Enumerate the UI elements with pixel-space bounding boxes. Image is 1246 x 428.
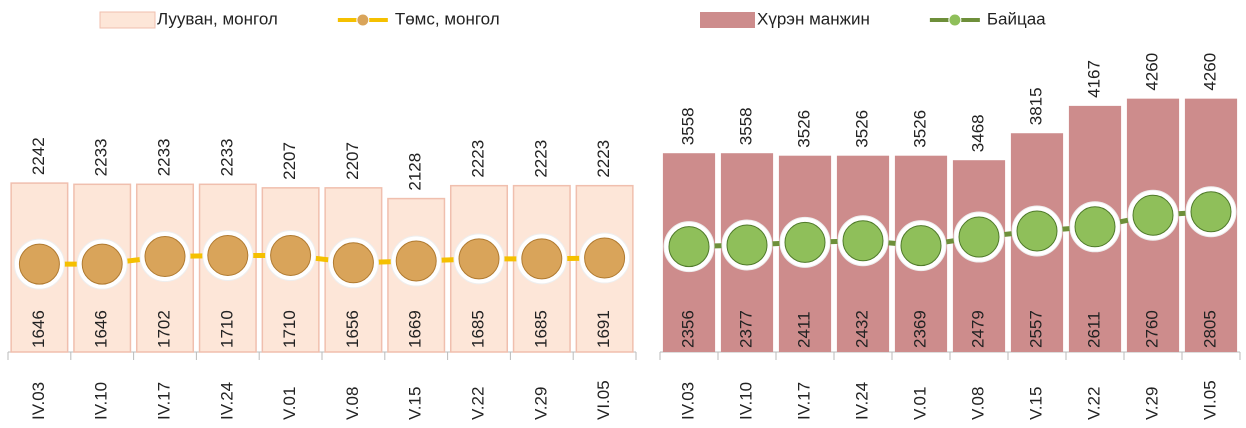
x-tick-label: V.22	[468, 387, 487, 420]
marker	[585, 238, 625, 278]
line-value-label: 2760	[1142, 310, 1161, 348]
x-tick-label: V.15	[1026, 387, 1045, 420]
x-tick-label: IV.24	[217, 382, 236, 420]
bar-value-label: 2233	[154, 138, 173, 176]
bar-value-label: 2223	[531, 140, 550, 178]
legend-swatch	[700, 12, 755, 28]
bar-value-label: 3558	[736, 107, 755, 145]
bar-value-label: 2207	[343, 142, 362, 180]
line-value-label: 1656	[343, 310, 362, 348]
line-value-label: 2411	[794, 311, 813, 348]
marker	[208, 235, 248, 275]
marker	[843, 221, 883, 261]
line-value-label: 1646	[29, 310, 48, 348]
line-value-label: 2557	[1026, 310, 1045, 348]
x-tick-label: IV.17	[794, 382, 813, 420]
x-tick-label: IV.03	[678, 382, 697, 420]
bar-value-label: 3558	[678, 107, 697, 145]
bar-value-label: 2128	[406, 153, 425, 191]
bar-value-label: 4260	[1200, 53, 1219, 91]
marker	[727, 225, 767, 265]
legend-label: Төмс, монгол	[395, 9, 500, 28]
x-tick-label: IV.10	[92, 382, 111, 420]
line-value-label: 1685	[468, 310, 487, 348]
marker	[901, 226, 941, 266]
x-tick-label: VI.05	[1200, 380, 1219, 420]
legend-icon	[949, 14, 961, 26]
legend-label: Хүрэн манжин	[757, 9, 870, 28]
x-tick-label: V.01	[910, 387, 929, 420]
x-tick-label: V.29	[1142, 387, 1161, 420]
marker	[1191, 192, 1231, 232]
legend-swatch	[100, 12, 155, 28]
line-value-label: 1702	[154, 310, 173, 348]
marker	[1075, 207, 1115, 247]
bar-value-label: 3526	[852, 110, 871, 148]
legend-icon	[357, 14, 369, 26]
line-value-label: 1646	[92, 310, 111, 348]
line-value-label: 1691	[594, 310, 613, 348]
marker	[19, 244, 59, 284]
x-tick-label: VI.05	[594, 380, 613, 420]
marker	[396, 241, 436, 281]
marker	[1017, 211, 1057, 251]
marker	[959, 217, 999, 257]
bar-value-label: 4167	[1084, 60, 1103, 98]
legend-label: Лууван, монгол	[157, 9, 278, 28]
marker	[271, 235, 311, 275]
line-value-label: 2432	[852, 310, 871, 348]
line-value-label: 1685	[531, 310, 550, 348]
bar-value-label: 2207	[280, 142, 299, 180]
line-value-label: 2369	[910, 310, 929, 348]
marker	[145, 237, 185, 277]
x-tick-label: V.08	[343, 387, 362, 420]
x-tick-label: V.22	[1084, 387, 1103, 420]
x-tick-label: V.01	[280, 387, 299, 420]
bar-value-label: 3526	[794, 110, 813, 148]
bar-value-label: 2223	[468, 140, 487, 178]
x-tick-label: IV.10	[736, 382, 755, 420]
line-value-label: 1710	[217, 310, 236, 348]
bar-value-label: 3526	[910, 110, 929, 148]
marker	[82, 244, 122, 284]
bar-value-label: 2223	[594, 140, 613, 178]
marker	[1133, 195, 1173, 235]
bar-value-label: 2233	[217, 138, 236, 176]
bar-value-label: 3815	[1026, 87, 1045, 125]
bar-value-label: 3468	[968, 114, 987, 152]
bar-value-label: 4260	[1142, 53, 1161, 91]
line-value-label: 2611	[1084, 311, 1103, 348]
marker	[785, 222, 825, 262]
x-tick-label: V.29	[531, 387, 550, 420]
marker	[522, 239, 562, 279]
line-value-label: 2805	[1200, 310, 1219, 348]
x-tick-label: IV.03	[29, 382, 48, 420]
x-tick-label: IV.17	[154, 382, 173, 420]
x-tick-label: IV.24	[852, 382, 871, 420]
x-tick-label: V.08	[968, 387, 987, 420]
line-value-label: 2356	[678, 310, 697, 348]
line-value-label: 2479	[968, 310, 987, 348]
line-value-label: 2377	[736, 310, 755, 348]
x-tick-label: V.15	[406, 387, 425, 420]
charts: Лууван, монгол Төмс, монгол IV.03 IV.10 IV.1…	[0, 0, 1246, 423]
bar-value-label: 2242	[29, 137, 48, 175]
marker	[333, 243, 373, 283]
marker	[669, 227, 709, 267]
legend-label: Байцаа	[987, 9, 1046, 28]
line-value-label: 1710	[280, 310, 299, 348]
marker	[459, 239, 499, 279]
bar-value-label: 2233	[92, 138, 111, 176]
line-value-label: 1669	[406, 310, 425, 348]
